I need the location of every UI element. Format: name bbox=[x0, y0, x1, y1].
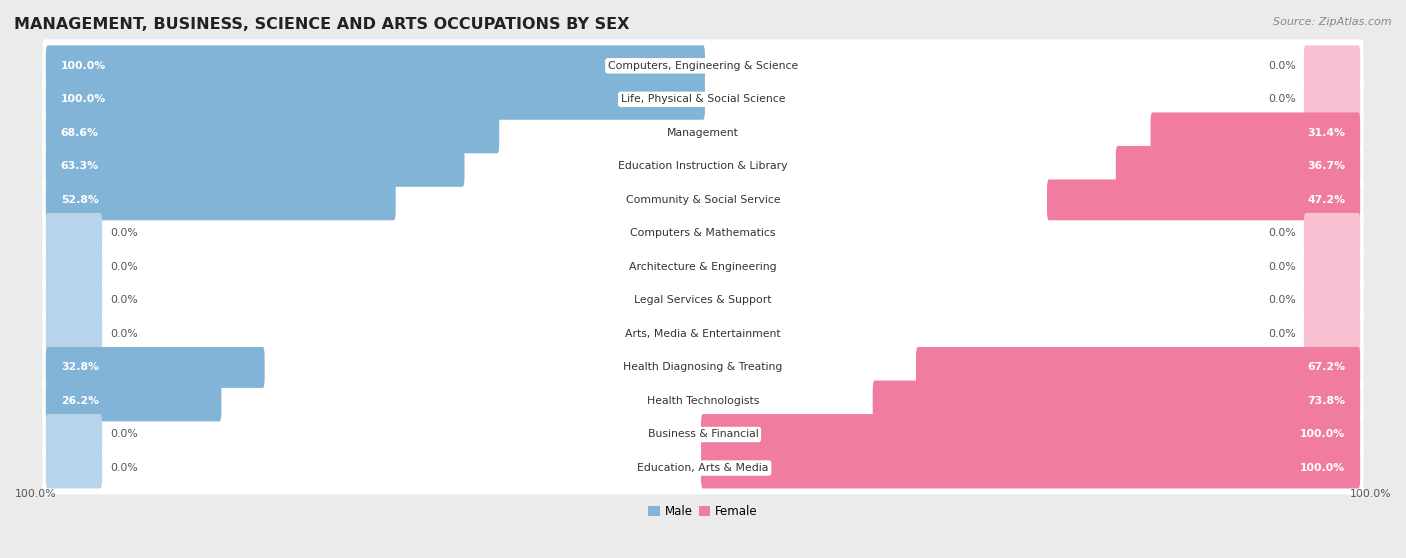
Text: 100.0%: 100.0% bbox=[1350, 489, 1391, 499]
Text: Computers & Mathematics: Computers & Mathematics bbox=[630, 228, 776, 238]
FancyBboxPatch shape bbox=[1303, 213, 1360, 254]
FancyBboxPatch shape bbox=[1303, 247, 1360, 287]
FancyBboxPatch shape bbox=[42, 39, 1364, 92]
Text: Arts, Media & Entertainment: Arts, Media & Entertainment bbox=[626, 329, 780, 339]
Text: 0.0%: 0.0% bbox=[110, 430, 138, 440]
FancyBboxPatch shape bbox=[42, 408, 1364, 461]
Text: 100.0%: 100.0% bbox=[60, 94, 105, 104]
FancyBboxPatch shape bbox=[46, 45, 704, 86]
FancyBboxPatch shape bbox=[873, 381, 1360, 421]
Text: 0.0%: 0.0% bbox=[1268, 61, 1296, 71]
Text: 73.8%: 73.8% bbox=[1308, 396, 1346, 406]
FancyBboxPatch shape bbox=[42, 174, 1364, 227]
FancyBboxPatch shape bbox=[42, 140, 1364, 193]
FancyBboxPatch shape bbox=[46, 414, 103, 455]
Text: 100.0%: 100.0% bbox=[1301, 463, 1346, 473]
Text: Computers, Engineering & Science: Computers, Engineering & Science bbox=[607, 61, 799, 71]
Text: Life, Physical & Social Science: Life, Physical & Social Science bbox=[621, 94, 785, 104]
Text: 100.0%: 100.0% bbox=[60, 61, 105, 71]
Text: Legal Services & Support: Legal Services & Support bbox=[634, 295, 772, 305]
Text: 32.8%: 32.8% bbox=[60, 363, 98, 373]
FancyBboxPatch shape bbox=[1150, 112, 1360, 153]
FancyBboxPatch shape bbox=[1303, 280, 1360, 321]
Text: 0.0%: 0.0% bbox=[1268, 295, 1296, 305]
FancyBboxPatch shape bbox=[46, 381, 221, 421]
FancyBboxPatch shape bbox=[702, 448, 1360, 488]
Text: 0.0%: 0.0% bbox=[1268, 228, 1296, 238]
Text: Education, Arts & Media: Education, Arts & Media bbox=[637, 463, 769, 473]
FancyBboxPatch shape bbox=[1303, 314, 1360, 354]
FancyBboxPatch shape bbox=[702, 414, 1360, 455]
Text: 0.0%: 0.0% bbox=[110, 463, 138, 473]
Text: Architecture & Engineering: Architecture & Engineering bbox=[630, 262, 776, 272]
Text: 67.2%: 67.2% bbox=[1308, 363, 1346, 373]
FancyBboxPatch shape bbox=[1303, 45, 1360, 86]
FancyBboxPatch shape bbox=[46, 347, 264, 388]
FancyBboxPatch shape bbox=[42, 374, 1364, 427]
FancyBboxPatch shape bbox=[42, 307, 1364, 360]
Text: 0.0%: 0.0% bbox=[110, 228, 138, 238]
Text: 52.8%: 52.8% bbox=[60, 195, 98, 205]
Text: 47.2%: 47.2% bbox=[1308, 195, 1346, 205]
FancyBboxPatch shape bbox=[1116, 146, 1360, 187]
Text: 31.4%: 31.4% bbox=[1308, 128, 1346, 138]
FancyBboxPatch shape bbox=[42, 107, 1364, 160]
Text: Education Instruction & Library: Education Instruction & Library bbox=[619, 161, 787, 171]
Text: 63.3%: 63.3% bbox=[60, 161, 98, 171]
FancyBboxPatch shape bbox=[42, 207, 1364, 260]
FancyBboxPatch shape bbox=[46, 314, 103, 354]
Text: Management: Management bbox=[666, 128, 740, 138]
Text: 36.7%: 36.7% bbox=[1308, 161, 1346, 171]
Text: 100.0%: 100.0% bbox=[1301, 430, 1346, 440]
Text: 26.2%: 26.2% bbox=[60, 396, 98, 406]
FancyBboxPatch shape bbox=[1303, 79, 1360, 120]
FancyBboxPatch shape bbox=[46, 112, 499, 153]
FancyBboxPatch shape bbox=[46, 213, 103, 254]
Text: 0.0%: 0.0% bbox=[1268, 94, 1296, 104]
FancyBboxPatch shape bbox=[46, 180, 395, 220]
FancyBboxPatch shape bbox=[42, 441, 1364, 494]
FancyBboxPatch shape bbox=[46, 280, 103, 321]
Text: Source: ZipAtlas.com: Source: ZipAtlas.com bbox=[1274, 17, 1392, 27]
FancyBboxPatch shape bbox=[42, 341, 1364, 394]
Text: Community & Social Service: Community & Social Service bbox=[626, 195, 780, 205]
Text: MANAGEMENT, BUSINESS, SCIENCE AND ARTS OCCUPATIONS BY SEX: MANAGEMENT, BUSINESS, SCIENCE AND ARTS O… bbox=[14, 17, 630, 32]
Text: Business & Financial: Business & Financial bbox=[648, 430, 758, 440]
Text: 68.6%: 68.6% bbox=[60, 128, 98, 138]
Text: 0.0%: 0.0% bbox=[110, 262, 138, 272]
Legend: Male, Female: Male, Female bbox=[644, 501, 762, 523]
FancyBboxPatch shape bbox=[915, 347, 1360, 388]
Text: 0.0%: 0.0% bbox=[110, 329, 138, 339]
Text: 0.0%: 0.0% bbox=[110, 295, 138, 305]
Text: Health Technologists: Health Technologists bbox=[647, 396, 759, 406]
FancyBboxPatch shape bbox=[46, 247, 103, 287]
FancyBboxPatch shape bbox=[42, 240, 1364, 294]
FancyBboxPatch shape bbox=[46, 79, 704, 120]
FancyBboxPatch shape bbox=[46, 448, 103, 488]
FancyBboxPatch shape bbox=[42, 73, 1364, 126]
Text: Health Diagnosing & Treating: Health Diagnosing & Treating bbox=[623, 363, 783, 373]
Text: 0.0%: 0.0% bbox=[1268, 262, 1296, 272]
FancyBboxPatch shape bbox=[1047, 180, 1360, 220]
FancyBboxPatch shape bbox=[46, 146, 464, 187]
Text: 0.0%: 0.0% bbox=[1268, 329, 1296, 339]
FancyBboxPatch shape bbox=[42, 274, 1364, 327]
Text: 100.0%: 100.0% bbox=[15, 489, 56, 499]
